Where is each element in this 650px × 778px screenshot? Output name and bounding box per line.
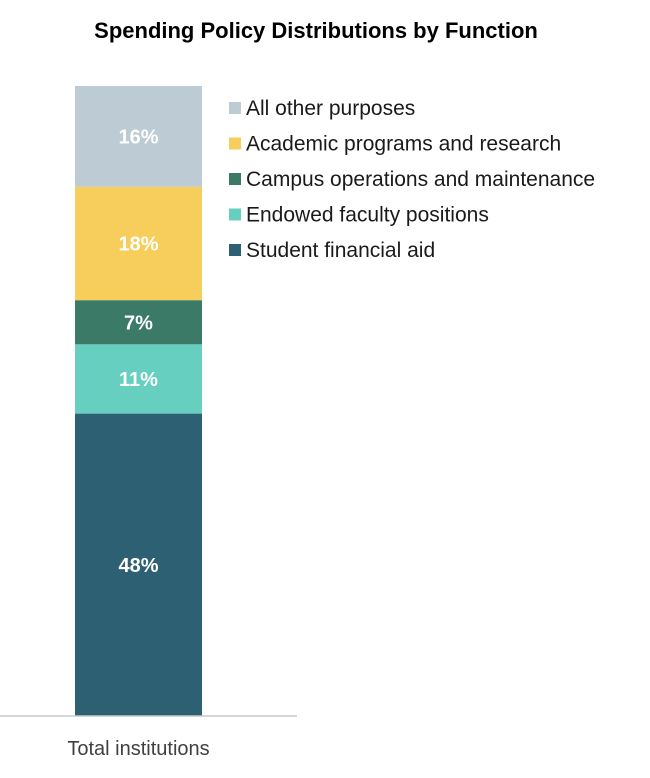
legend-item-student-financial-aid: Student financial aid [229,239,435,262]
category-label: Total institutions [67,738,209,760]
bar-segment-endowed-faculty-positions [75,344,202,414]
legend-label: Campus operations and maintenance [246,168,595,191]
bar-segment-campus-operations-and-maintenance [75,300,202,345]
data-label-academic-programs-and-research: 18% [118,234,158,256]
bar-segments [75,86,202,716]
legend-label: Academic programs and research [246,133,561,156]
legend-swatch [229,244,241,256]
bar-segment-student-financial-aid [75,413,202,716]
data-label-student-financial-aid: 48% [118,555,158,577]
category-labels: Total institutions [67,738,209,760]
legend-swatch [229,208,241,221]
legend: All other purposes Academic programs and … [229,97,595,262]
legend-item-all-other-purposes: All other purposes [229,97,415,120]
legend-item-endowed-faculty-positions: Endowed faculty positions [229,204,489,227]
data-label-all-other-purposes: 16% [118,126,158,148]
legend-label: All other purposes [246,97,415,120]
legend-swatch [229,173,241,185]
legend-swatch [229,102,241,114]
legend-item-campus-operations-and-maintenance: Campus operations and maintenance [229,168,595,191]
legend-swatch [229,137,241,150]
legend-item-academic-programs-and-research: Academic programs and research [229,133,561,156]
legend-label: Student financial aid [246,239,435,262]
legend-label: Endowed faculty positions [246,204,489,227]
data-label-campus-operations-and-maintenance: 7% [124,312,153,334]
data-label-endowed-faculty-positions: 11% [119,369,158,391]
bar-segment-all-other-purposes [75,86,202,187]
segment-labels: 48% 11% 7% 18% 16% [118,126,158,576]
chart-title: Spending Policy Distributions by Functio… [94,18,538,43]
bar-segment-academic-programs-and-research [75,186,202,301]
